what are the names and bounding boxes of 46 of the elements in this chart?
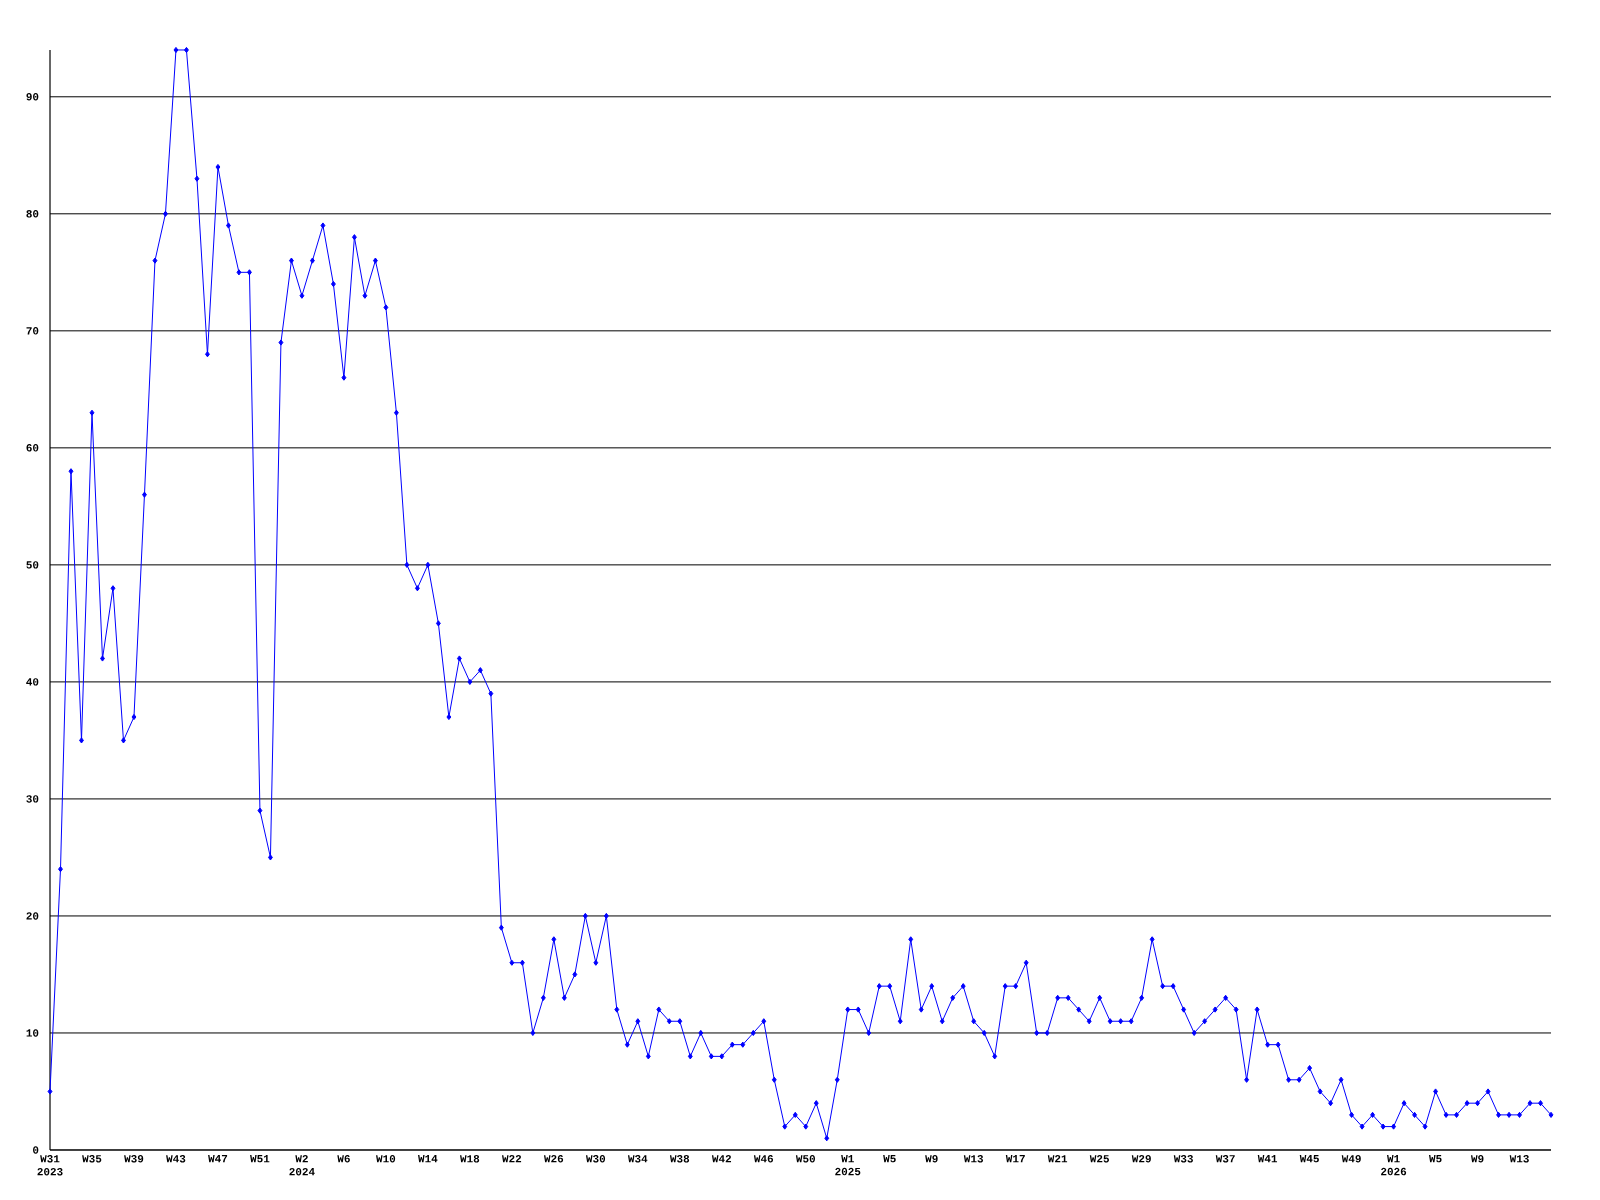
x-tick-label: W21 [1047,1155,1068,1163]
y-tick-label: 60 [26,444,39,452]
x-tick-label: W6 [337,1155,350,1163]
x-tick-label: W41 [1257,1155,1278,1163]
x-tick-label: W35 [82,1155,102,1163]
x-tick-label: W49 [1341,1155,1361,1163]
x-tick-label: W34 [627,1155,648,1163]
y-tick-label: 90 [26,93,39,101]
x-tick-label: W38 [669,1155,690,1163]
x-tick-label: W14 [418,1155,438,1163]
x-tick-label: W18 [460,1155,480,1163]
x-tick-label: W42 [711,1155,732,1163]
x-tick-label: W39 [124,1155,144,1163]
y-tick-label: 70 [26,327,39,335]
x-tick-label: W31 2023 [37,1155,63,1176]
x-tick-label: W46 [753,1155,774,1163]
y-tick-label: 40 [26,678,39,686]
y-tick-label: 30 [26,795,39,803]
x-tick-label: W51 [250,1155,270,1163]
x-tick-label: W37 [1215,1155,1235,1163]
x-tick-label: W25 [1089,1155,1109,1163]
y-tick-label: 20 [26,912,39,920]
x-tick-label: W17 [1005,1155,1025,1163]
x-tick-label: W9 [1470,1155,1484,1163]
x-tick-label: W5 [1428,1155,1442,1163]
x-tick-label: W30 [585,1155,606,1163]
x-tick-label: W5 [883,1155,896,1163]
x-tick-label: W26 [543,1155,564,1163]
x-tick-label: W50 [795,1155,815,1163]
y-tick-label: 10 [26,1029,39,1037]
x-tick-label: W22 [502,1155,522,1163]
x-tick-label: W13 [1509,1155,1529,1163]
x-tick-label: W1 2026 [1381,1155,1407,1176]
x-tick-label: W29 [1131,1155,1151,1163]
x-tick-label: W47 [208,1155,228,1163]
y-tick-label: 0 [33,1146,39,1154]
x-tick-label: W1 2025 [835,1155,861,1176]
x-tick-label: W43 [166,1155,186,1163]
y-tick-label: 80 [26,210,39,218]
x-tick-label: W2 2024 [289,1155,315,1176]
x-tick-label: W45 [1299,1155,1319,1163]
x-tick-label: W33 [1173,1155,1193,1163]
x-tick-label: W13 [963,1155,984,1163]
x-tick-label: W10 [376,1155,396,1163]
x-tick-label: W9 [925,1155,938,1163]
y-tick-label: 50 [26,561,39,569]
